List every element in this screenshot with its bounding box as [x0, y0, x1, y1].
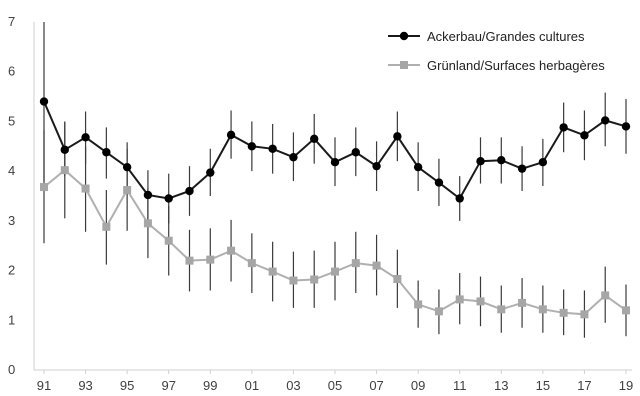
- data-point: [40, 183, 48, 192]
- data-point: [39, 97, 49, 106]
- data-point: [143, 219, 152, 228]
- x-tick-label: 95: [120, 378, 134, 393]
- y-tick-label: 3: [8, 213, 15, 228]
- legend: Ackerbau/Grandes cultures Grünland/Surfac…: [388, 29, 605, 73]
- data-point: [289, 153, 298, 162]
- data-point: [247, 142, 257, 151]
- data-point: [331, 267, 339, 276]
- data-point: [580, 131, 589, 140]
- data-point: [351, 148, 360, 157]
- data-point: [330, 157, 340, 167]
- x-tick-label: 99: [203, 378, 217, 393]
- data-point: [164, 194, 173, 203]
- data-point: [206, 168, 215, 177]
- data-point: [268, 144, 277, 153]
- data-point: [185, 256, 194, 265]
- data-point: [559, 123, 568, 132]
- data-point: [102, 148, 111, 157]
- x-tick-label: 19: [619, 378, 633, 393]
- legend-label: Ackerbau/Grandes cultures: [427, 29, 585, 44]
- data-point: [206, 255, 215, 264]
- data-point: [414, 300, 423, 309]
- x-tick-label: 97: [161, 378, 175, 393]
- data-point: [497, 156, 506, 165]
- series-markers: [39, 97, 631, 319]
- data-point: [518, 298, 527, 307]
- y-tick-label: 1: [8, 312, 15, 327]
- data-point: [580, 310, 589, 319]
- data-point: [143, 190, 153, 200]
- x-tick-label: 03: [286, 378, 300, 393]
- legend-label: Grünland/Surfaces herbagères: [427, 58, 605, 73]
- x-tick-label: 07: [369, 378, 383, 393]
- data-point: [227, 246, 236, 255]
- y-tick-label: 4: [8, 163, 15, 178]
- y-tick-label: 2: [8, 263, 15, 278]
- legend-marker: [400, 61, 408, 69]
- data-point: [455, 194, 464, 203]
- data-point: [434, 307, 443, 316]
- data-point: [310, 134, 319, 144]
- data-point: [621, 122, 631, 131]
- data-point: [351, 259, 360, 268]
- data-point: [123, 186, 132, 195]
- data-point: [622, 306, 630, 315]
- y-tick-label: 5: [8, 113, 15, 128]
- data-point: [226, 130, 236, 140]
- x-tick-label: 09: [411, 378, 425, 393]
- y-tick-label: 0: [8, 362, 15, 377]
- data-point: [559, 308, 568, 317]
- x-tick-label: 15: [536, 378, 550, 393]
- data-point: [164, 236, 173, 245]
- data-point: [455, 295, 464, 304]
- x-tick-label: 01: [245, 378, 259, 393]
- data-point: [372, 161, 381, 171]
- data-point: [434, 178, 444, 187]
- data-point: [538, 305, 547, 314]
- y-tick-label: 7: [8, 14, 15, 29]
- data-point: [393, 275, 402, 284]
- data-point: [413, 162, 423, 172]
- x-tick-label: 93: [78, 378, 92, 393]
- data-point: [122, 162, 132, 172]
- data-point: [185, 186, 194, 196]
- data-point: [60, 166, 69, 175]
- data-point: [601, 116, 610, 125]
- legend-marker: [399, 31, 409, 41]
- data-point: [497, 305, 506, 314]
- x-tick-label: 05: [328, 378, 342, 393]
- data-point: [268, 267, 277, 276]
- data-point: [81, 133, 90, 142]
- x-tick-label: 91: [37, 378, 51, 393]
- data-point: [393, 132, 402, 141]
- x-tick-label: 11: [453, 378, 467, 393]
- data-point: [476, 157, 485, 166]
- data-point: [289, 276, 298, 285]
- data-point: [517, 164, 527, 173]
- y-tick-label: 6: [8, 64, 15, 79]
- data-point: [247, 259, 256, 268]
- x-tick-label: 17: [577, 378, 591, 393]
- data-point: [60, 145, 69, 154]
- data-point: [102, 222, 111, 231]
- data-point: [538, 157, 548, 167]
- data-point: [476, 297, 485, 306]
- x-tick-label: 13: [494, 378, 508, 393]
- data-point: [601, 291, 610, 300]
- data-point: [372, 261, 381, 270]
- data-point: [310, 275, 319, 284]
- data-point: [81, 184, 90, 193]
